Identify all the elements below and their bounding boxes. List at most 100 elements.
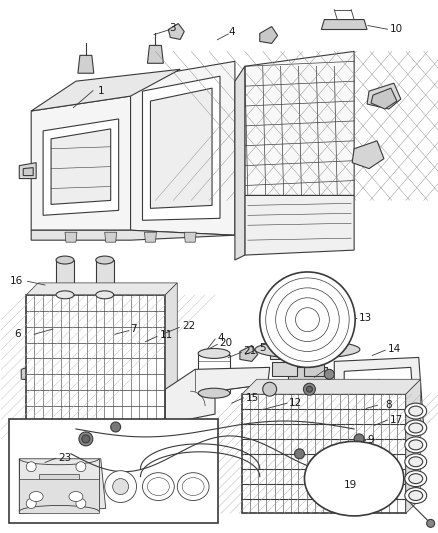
Polygon shape bbox=[165, 283, 177, 439]
Circle shape bbox=[306, 386, 312, 392]
Polygon shape bbox=[184, 232, 196, 242]
Polygon shape bbox=[31, 96, 130, 230]
Polygon shape bbox=[19, 479, 99, 513]
Polygon shape bbox=[333, 358, 423, 431]
Ellipse shape bbox=[198, 388, 230, 398]
Polygon shape bbox=[19, 459, 106, 513]
Polygon shape bbox=[43, 119, 118, 215]
Bar bbox=[95, 260, 113, 295]
Bar bbox=[26, 295, 165, 439]
Bar bbox=[304, 365, 324, 376]
Bar bbox=[56, 260, 74, 295]
Ellipse shape bbox=[198, 349, 230, 358]
Circle shape bbox=[76, 498, 86, 508]
Text: 14: 14 bbox=[387, 344, 400, 353]
Ellipse shape bbox=[408, 490, 422, 500]
Polygon shape bbox=[19, 163, 36, 179]
Circle shape bbox=[294, 449, 304, 459]
Polygon shape bbox=[95, 343, 113, 351]
Circle shape bbox=[426, 519, 434, 527]
Bar bbox=[287, 367, 327, 387]
Polygon shape bbox=[234, 66, 244, 260]
Ellipse shape bbox=[408, 423, 422, 433]
Polygon shape bbox=[343, 367, 414, 421]
Text: 17: 17 bbox=[389, 415, 402, 425]
Ellipse shape bbox=[177, 473, 208, 500]
Text: 22: 22 bbox=[182, 321, 195, 332]
Ellipse shape bbox=[404, 403, 426, 419]
Text: 3: 3 bbox=[169, 23, 176, 33]
Ellipse shape bbox=[69, 491, 83, 502]
Circle shape bbox=[113, 479, 128, 495]
Ellipse shape bbox=[182, 478, 204, 496]
Bar bbox=[198, 356, 230, 393]
Ellipse shape bbox=[408, 474, 422, 483]
Bar bbox=[271, 362, 296, 376]
Polygon shape bbox=[51, 129, 110, 204]
Circle shape bbox=[259, 272, 354, 367]
Polygon shape bbox=[105, 232, 117, 242]
Circle shape bbox=[79, 432, 92, 446]
Text: 4: 4 bbox=[217, 333, 223, 343]
Ellipse shape bbox=[404, 420, 426, 436]
Ellipse shape bbox=[408, 406, 422, 416]
Polygon shape bbox=[81, 344, 158, 377]
Text: 12: 12 bbox=[289, 398, 302, 408]
Text: 10: 10 bbox=[389, 24, 402, 34]
Ellipse shape bbox=[404, 471, 426, 487]
Polygon shape bbox=[241, 379, 420, 394]
Polygon shape bbox=[165, 367, 269, 424]
Polygon shape bbox=[144, 232, 156, 242]
Polygon shape bbox=[351, 141, 383, 168]
Polygon shape bbox=[168, 23, 184, 39]
Ellipse shape bbox=[404, 454, 426, 470]
Text: 8: 8 bbox=[385, 400, 391, 410]
Circle shape bbox=[262, 382, 276, 396]
Polygon shape bbox=[405, 379, 420, 513]
Circle shape bbox=[26, 462, 36, 472]
Text: 6: 6 bbox=[14, 329, 21, 340]
Text: 5: 5 bbox=[258, 343, 265, 352]
Ellipse shape bbox=[404, 437, 426, 453]
Circle shape bbox=[105, 471, 136, 503]
Polygon shape bbox=[366, 83, 400, 109]
Text: 19: 19 bbox=[343, 480, 356, 490]
Circle shape bbox=[324, 369, 333, 379]
Text: 1: 1 bbox=[97, 86, 104, 95]
Text: 15: 15 bbox=[245, 393, 258, 403]
Polygon shape bbox=[23, 168, 33, 175]
Ellipse shape bbox=[408, 440, 422, 450]
Polygon shape bbox=[31, 230, 234, 240]
Polygon shape bbox=[321, 20, 366, 29]
Ellipse shape bbox=[95, 256, 113, 264]
Circle shape bbox=[353, 434, 363, 444]
Polygon shape bbox=[244, 196, 353, 255]
Text: 4: 4 bbox=[228, 27, 234, 37]
Bar bbox=[269, 342, 309, 359]
Polygon shape bbox=[130, 61, 234, 235]
Text: 20: 20 bbox=[219, 338, 232, 348]
Polygon shape bbox=[26, 359, 66, 377]
Polygon shape bbox=[370, 88, 396, 109]
Text: 21: 21 bbox=[243, 346, 256, 356]
Circle shape bbox=[76, 462, 86, 472]
Ellipse shape bbox=[408, 457, 422, 467]
Ellipse shape bbox=[142, 473, 174, 500]
Ellipse shape bbox=[95, 291, 113, 299]
Text: 13: 13 bbox=[358, 313, 371, 324]
Circle shape bbox=[82, 435, 90, 443]
Ellipse shape bbox=[304, 441, 403, 516]
Polygon shape bbox=[150, 88, 212, 208]
Polygon shape bbox=[244, 51, 353, 196]
Ellipse shape bbox=[56, 256, 74, 264]
Polygon shape bbox=[142, 76, 219, 220]
Ellipse shape bbox=[147, 478, 169, 496]
Ellipse shape bbox=[56, 291, 74, 299]
Polygon shape bbox=[21, 354, 71, 381]
Polygon shape bbox=[26, 283, 177, 295]
Bar bbox=[39, 474, 79, 502]
Bar bbox=[56, 444, 78, 458]
Text: 7: 7 bbox=[130, 324, 136, 334]
Ellipse shape bbox=[404, 488, 426, 504]
Text: 11: 11 bbox=[159, 330, 173, 341]
